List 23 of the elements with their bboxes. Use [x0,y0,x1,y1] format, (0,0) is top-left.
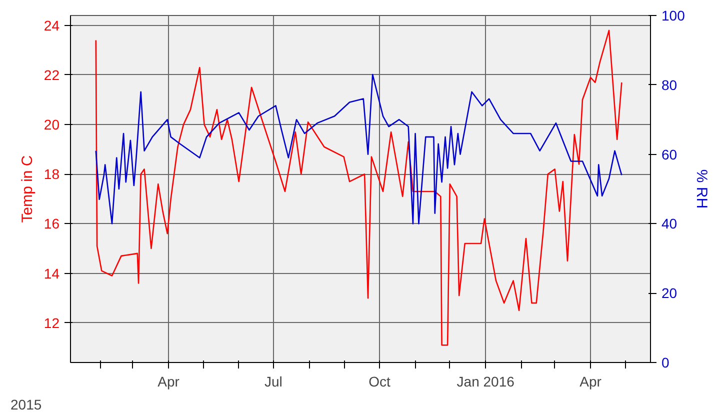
y2-tick-label: 60 [662,146,678,162]
x-tick-label: Oct [368,374,391,390]
y-tick-label: 20 [44,116,60,133]
x-tick-label: Apr [158,374,180,390]
y2-tick-label: 100 [662,8,686,24]
x-tick-label: Jan 2016 [456,374,515,390]
y2-tick-label: 40 [662,216,678,232]
line-series [95,30,622,346]
y-tick-label: 16 [44,216,60,232]
y-tick-label: 14 [44,265,60,282]
y2-axis-title: % RH [692,169,710,209]
y2-tick-label: 0 [662,354,670,370]
y-tick-label: 12 [44,314,60,331]
y-axis-title: Temp in C [18,155,36,223]
y-tick-label: 22 [44,66,60,83]
x-tick-label: Jul [264,374,282,390]
y2-tick-label: 80 [662,76,678,93]
y-tick-label: 24 [44,17,60,34]
y2-tick-label: 20 [662,285,678,302]
y-tick-label: 18 [44,166,60,182]
line-series [95,74,622,224]
text: 2015 [10,396,42,412]
x-tick-label: Apr [580,374,602,390]
